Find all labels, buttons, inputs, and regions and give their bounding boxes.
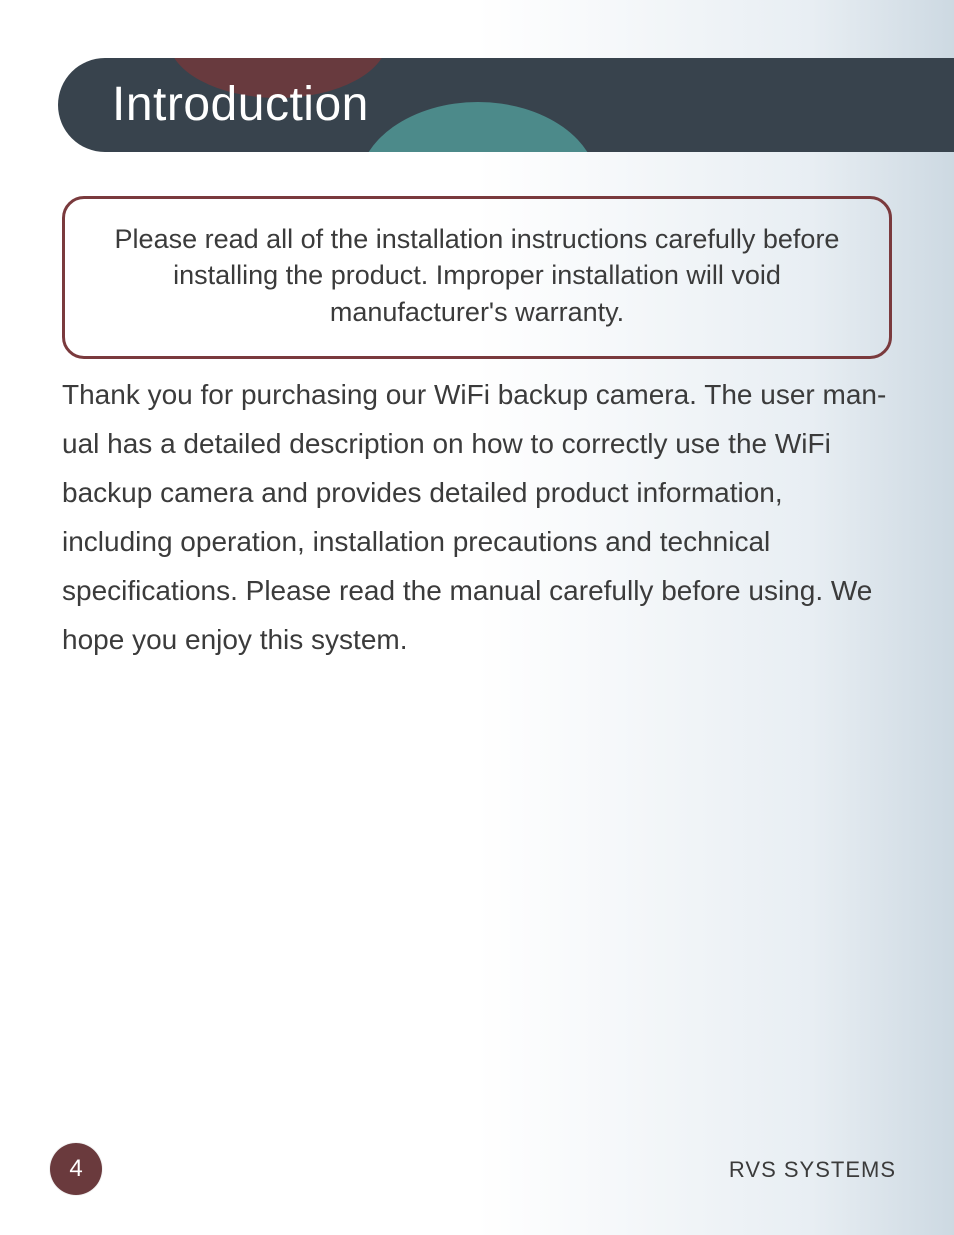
page-number-badge: 4 <box>50 1143 102 1195</box>
page-number: 4 <box>69 1155 82 1183</box>
warning-text: Please read all of the installation inst… <box>105 221 849 330</box>
section-header-band: Introduction <box>58 58 954 152</box>
section-title: Introduction <box>58 58 954 152</box>
document-page: Introduction Please read all of the inst… <box>0 0 954 1235</box>
warning-callout-box: Please read all of the installation inst… <box>62 196 892 359</box>
introduction-paragraph: Thank you for purchasing our WiFi backup… <box>62 370 892 664</box>
footer-brand-label: RVS SYSTEMS <box>729 1157 896 1183</box>
